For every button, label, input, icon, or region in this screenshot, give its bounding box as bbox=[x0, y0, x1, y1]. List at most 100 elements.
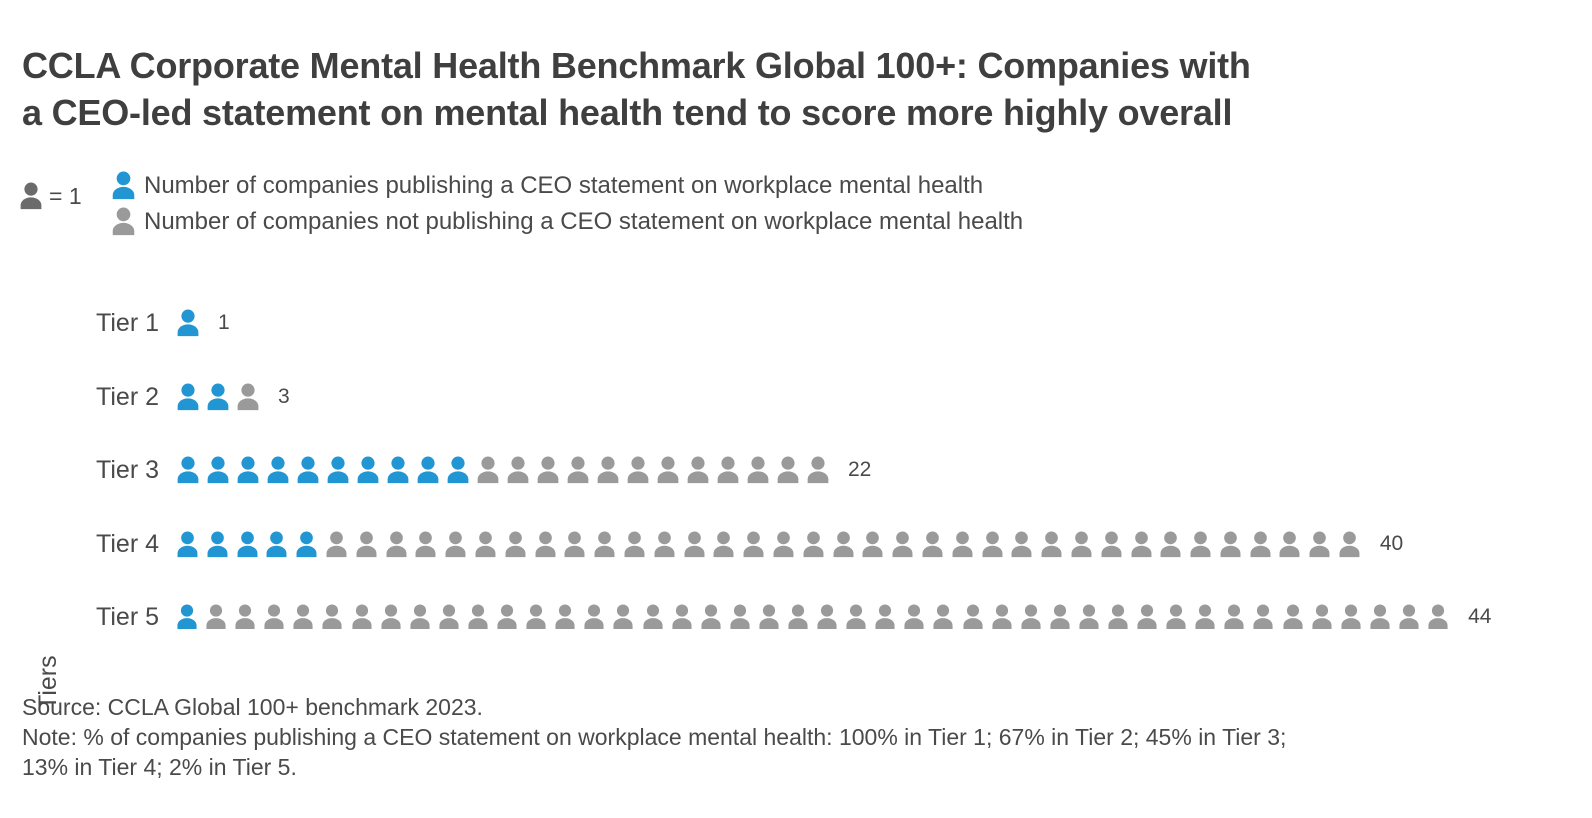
person-icon-not-published bbox=[1009, 531, 1034, 558]
person-icon-not-published bbox=[1251, 604, 1275, 630]
person-icon-not-published bbox=[741, 531, 766, 558]
legend-entry-not-published[interactable]: Number of companies not publishing a CEO… bbox=[110, 204, 1023, 240]
person-icon-not-published bbox=[652, 531, 677, 558]
tier-icon-strip bbox=[175, 383, 265, 411]
person-icon-not-published bbox=[641, 604, 665, 630]
person-icon-not-published bbox=[1069, 531, 1094, 558]
person-icon-published bbox=[175, 531, 200, 558]
person-icon-not-published bbox=[495, 604, 519, 630]
tier-row: Tier 2 3 bbox=[0, 367, 1592, 427]
person-icon-not-published bbox=[1077, 604, 1101, 630]
person-icon-not-published bbox=[1135, 604, 1159, 630]
person-icon-published bbox=[294, 531, 319, 558]
person-icon-not-published bbox=[1039, 531, 1064, 558]
tier-total-value: 44 bbox=[1468, 605, 1492, 628]
person-icon-not-published bbox=[931, 604, 955, 630]
tier-total-value: 40 bbox=[1379, 532, 1404, 555]
legend-entry-published[interactable]: Number of companies publishing a CEO sta… bbox=[110, 168, 1023, 204]
person-icon-published bbox=[175, 383, 201, 411]
person-icon-not-published bbox=[815, 604, 839, 630]
legend-label-not-published: Number of companies not publishing a CEO… bbox=[144, 208, 1024, 235]
person-icon-not-published bbox=[711, 531, 736, 558]
person-icon-not-published bbox=[728, 604, 752, 630]
person-icon-not-published bbox=[1164, 604, 1188, 630]
person-icon-not-published bbox=[1218, 531, 1243, 558]
tier-total-value: 1 bbox=[218, 311, 230, 334]
person-icon-not-published bbox=[771, 531, 796, 558]
tier-icon-strip bbox=[175, 531, 1367, 558]
person-icon-not-published bbox=[204, 604, 228, 630]
person-icon-not-published bbox=[831, 531, 856, 558]
person-icon-not-published bbox=[1193, 604, 1217, 630]
tier-icon-strip bbox=[175, 456, 835, 484]
tier-label: Tier 3 bbox=[96, 455, 159, 484]
person-icon-not-published bbox=[775, 456, 801, 484]
legend-label-published: Number of companies publishing a CEO sta… bbox=[144, 172, 984, 199]
person-icon-published bbox=[175, 604, 199, 630]
tier-label: Tier 1 bbox=[96, 308, 159, 337]
title-line-1: CCLA Corporate Mental Health Benchmark G… bbox=[22, 45, 1251, 86]
person-icon-not-published bbox=[625, 456, 651, 484]
tier-total-value: 3 bbox=[278, 385, 290, 408]
person-icon-not-published bbox=[535, 456, 561, 484]
tier-label: Tier 2 bbox=[96, 382, 159, 411]
person-icon-not-published bbox=[1310, 604, 1334, 630]
person-icon-not-published bbox=[582, 604, 606, 630]
person-icon-not-published bbox=[622, 531, 647, 558]
chart-footnotes: Source: CCLA Global 100+ benchmark 2023.… bbox=[22, 692, 1572, 782]
person-icon-not-published bbox=[655, 456, 681, 484]
note-text-line-1: Note: % of companies publishing a CEO st… bbox=[22, 724, 1287, 750]
legend-unit-key: = 1 bbox=[18, 182, 82, 210]
person-icon-not-published bbox=[1106, 604, 1130, 630]
person-icon-published bbox=[265, 456, 291, 484]
person-icon-not-published bbox=[384, 531, 409, 558]
person-icon-not-published bbox=[890, 531, 915, 558]
person-icon-not-published bbox=[950, 531, 975, 558]
person-icon-published bbox=[415, 456, 441, 484]
person-icon-published bbox=[175, 456, 201, 484]
person-icon-published bbox=[205, 456, 231, 484]
person-icon-not-published bbox=[324, 531, 349, 558]
person-icon-published bbox=[235, 456, 261, 484]
tier-row: Tier 1 1 bbox=[0, 293, 1592, 353]
person-icon-not-published bbox=[801, 531, 826, 558]
person-icon-not-published bbox=[786, 604, 810, 630]
tier-total-value: 22 bbox=[848, 458, 872, 481]
person-icon bbox=[110, 207, 137, 236]
person-icon-not-published bbox=[1277, 531, 1302, 558]
person-icon-not-published bbox=[466, 604, 490, 630]
tier-label: Tier 4 bbox=[96, 529, 159, 558]
person-icon-not-published bbox=[745, 456, 771, 484]
chart-legend: = 1 Number of companies publishing a CEO… bbox=[18, 168, 1558, 240]
person-icon-not-published bbox=[291, 604, 315, 630]
person-icon-not-published bbox=[524, 604, 548, 630]
page-title: CCLA Corporate Mental Health Benchmark G… bbox=[22, 42, 1562, 136]
person-icon-published bbox=[445, 456, 471, 484]
person-icon-published bbox=[205, 531, 230, 558]
person-icon-not-published bbox=[699, 604, 723, 630]
person-icon-not-published bbox=[320, 604, 344, 630]
person-icon-not-published bbox=[902, 604, 926, 630]
person-icon-not-published bbox=[682, 531, 707, 558]
person-icon-published bbox=[264, 531, 289, 558]
person-icon-not-published bbox=[505, 456, 531, 484]
person-icon-published bbox=[295, 456, 321, 484]
person-icon-not-published bbox=[1248, 531, 1273, 558]
person-icon-not-published bbox=[413, 531, 438, 558]
person-icon bbox=[110, 171, 137, 200]
tier-row: Tier 3 22 bbox=[0, 440, 1592, 500]
person-icon-not-published bbox=[805, 456, 831, 484]
tier-row: Tier 5 44 bbox=[0, 587, 1592, 647]
person-icon-not-published bbox=[980, 531, 1005, 558]
person-icon-not-published bbox=[233, 604, 257, 630]
person-icon-not-published bbox=[1337, 531, 1362, 558]
person-icon-not-published bbox=[437, 604, 461, 630]
person-icon-not-published bbox=[408, 604, 432, 630]
tier-row: Tier 4 40 bbox=[0, 514, 1592, 574]
person-icon-not-published bbox=[1188, 531, 1213, 558]
person-icon-not-published bbox=[533, 531, 558, 558]
person-icon-not-published bbox=[1307, 531, 1332, 558]
person-icon-not-published bbox=[1397, 604, 1421, 630]
person-icon-not-published bbox=[611, 604, 635, 630]
person-icon-published bbox=[175, 309, 201, 337]
